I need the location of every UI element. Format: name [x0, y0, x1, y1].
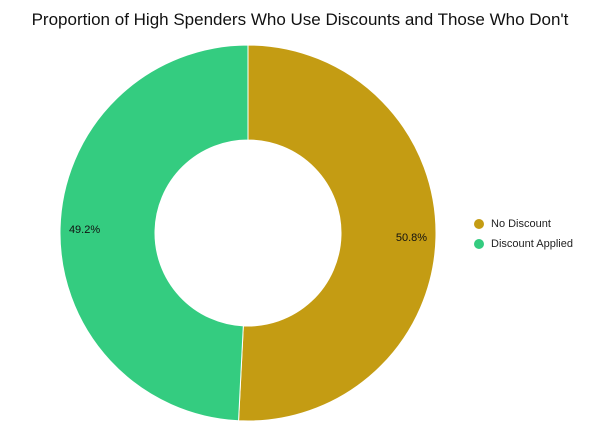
legend-swatch-no-discount: [474, 219, 484, 229]
legend-item-discount-applied[interactable]: Discount Applied: [474, 234, 573, 254]
slice-labels-group: 50.8% 49.2%: [69, 224, 427, 244]
slice-no-discount[interactable]: [238, 44, 437, 422]
legend-label-no-discount: No Discount: [491, 218, 551, 230]
chart-title: Proportion of High Spenders Who Use Disc…: [31, 10, 569, 29]
slice-label-no-discount: 50.8%: [396, 232, 427, 244]
slices-group: [59, 44, 437, 422]
legend-item-no-discount[interactable]: No Discount: [474, 214, 573, 234]
slice-discount-applied[interactable]: [59, 44, 249, 422]
legend: No Discount Discount Applied: [474, 214, 573, 254]
slice-label-discount-applied: 49.2%: [69, 224, 100, 236]
legend-label-discount-applied: Discount Applied: [491, 238, 573, 250]
legend-swatch-discount-applied: [474, 239, 484, 249]
